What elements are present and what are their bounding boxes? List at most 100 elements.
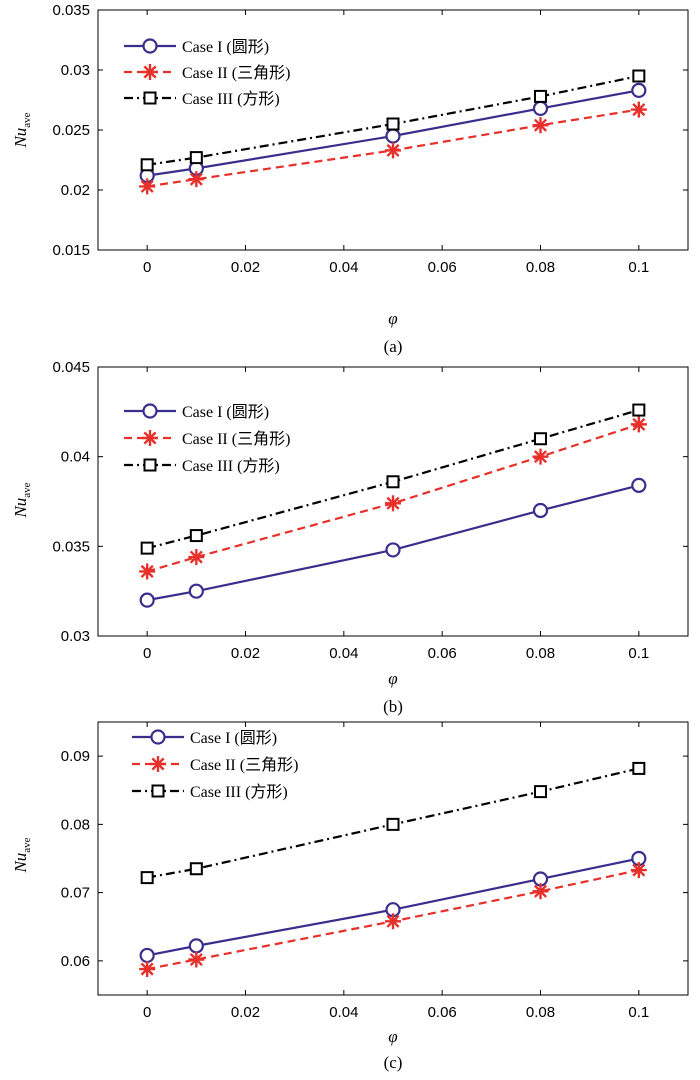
series-asterisk <box>139 862 647 978</box>
data-point <box>532 448 549 465</box>
legend-label: Case II (三角形) <box>182 430 290 448</box>
data-point <box>189 151 203 165</box>
x-axis-label: φ <box>388 1027 397 1046</box>
legend-entry: Case I (圆形) <box>124 403 269 421</box>
data-point <box>532 502 549 519</box>
data-point <box>534 785 547 799</box>
legend-entry: Case II (三角形) <box>124 64 290 82</box>
data-point <box>189 529 203 543</box>
legend-entry: Case I (圆形) <box>124 38 269 56</box>
y-axis-label-sub: ave <box>21 482 33 497</box>
legend-marker <box>143 91 157 105</box>
data-point <box>189 862 203 876</box>
y-tick-label: 0.035 <box>52 2 90 19</box>
y-axis-label-sub: ave <box>21 837 33 852</box>
panel-c: 0 0.02 0.04 0.06 0.08 0.1 0.06 0.07 0.08 0.09 φ (c)… <box>11 721 689 1072</box>
series-square <box>140 69 646 172</box>
data-point <box>632 69 646 83</box>
panel-caption: (a) <box>384 337 403 356</box>
data-point <box>630 101 647 118</box>
x-tick-label: 0.04 <box>329 259 358 276</box>
series-asterisk <box>139 416 647 580</box>
panel-b: 0 0.02 0.04 0.06 0.08 0.1 0.03 0.035 0.04 0.045 φ (… <box>11 359 689 716</box>
panel-caption: (c) <box>384 1053 403 1072</box>
legend-marker <box>142 430 158 446</box>
y-tick-label: 0.025 <box>52 122 90 139</box>
x-tick-label: 0.06 <box>428 1004 457 1021</box>
data-point <box>386 817 400 831</box>
data-point <box>139 592 155 608</box>
data-point <box>534 89 547 103</box>
data-point <box>630 416 647 433</box>
legend-marker <box>143 458 157 472</box>
legend-marker <box>150 756 166 772</box>
x-tick-label: 0.08 <box>526 645 555 662</box>
series-square <box>140 761 646 885</box>
x-tick-label: 0.06 <box>428 645 457 662</box>
data-point <box>532 117 549 134</box>
x-tick-label: 0.02 <box>231 645 260 662</box>
svg-text:Nuave: Nuave <box>11 112 33 148</box>
y-tick-label: 0.03 <box>61 62 90 79</box>
plot-frame <box>97 721 689 996</box>
x-tick-label: 0.1 <box>628 1004 649 1021</box>
series-square <box>140 403 646 555</box>
data-point <box>534 432 547 446</box>
data-point <box>532 883 549 900</box>
data-point <box>385 142 401 159</box>
legend-entry: Case III (方形) <box>124 457 280 475</box>
y-tick-label: 0.04 <box>61 449 90 466</box>
x-axis-label: φ <box>388 309 397 328</box>
data-point <box>188 583 204 599</box>
y-tick-label: 0.02 <box>61 182 90 199</box>
y-tick-label: 0.08 <box>61 816 90 833</box>
legend-entry: Case III (方形) <box>132 783 288 801</box>
x-tick-label: 0.02 <box>231 1004 260 1021</box>
data-point <box>188 938 204 954</box>
y-axis-label-main: Nu <box>11 853 30 874</box>
legend-label: Case II (三角形) <box>182 64 290 82</box>
y-tick-label: 0.035 <box>52 538 90 555</box>
svg-text:Nuave: Nuave <box>11 482 33 518</box>
x-tick-label: 0.08 <box>526 259 555 276</box>
series-asterisk <box>139 101 647 195</box>
legend-entry: Case III (方形) <box>124 90 280 108</box>
panel-caption: (b) <box>383 697 403 716</box>
legend-entry: Case II (三角形) <box>124 430 290 448</box>
data-point <box>632 403 646 417</box>
legend-label: Case III (方形) <box>182 90 280 108</box>
data-point <box>386 117 400 131</box>
y-axis-label: Nuave <box>11 837 33 873</box>
data-point <box>188 549 205 566</box>
y-axis-label-main: Nu <box>11 498 30 519</box>
x-tick-label: 0 <box>143 645 151 662</box>
x-tick-label: 0.06 <box>428 259 457 276</box>
x-tick-label: 0.02 <box>231 259 260 276</box>
legend-label: Case I (圆形) <box>182 38 269 56</box>
y-axis-label: Nuave <box>11 112 33 148</box>
panel-a: 0 0.02 0.04 0.06 0.08 0.1 0.015 0.02 0.025 0.03 0.… <box>11 2 689 356</box>
y-axis-label-sub: ave <box>21 112 33 127</box>
data-point <box>140 158 154 172</box>
y-tick-label: 0.07 <box>61 885 90 902</box>
data-point <box>385 128 401 144</box>
data-point <box>139 563 156 580</box>
legend-label: Case III (方形) <box>190 783 288 801</box>
data-point <box>631 82 647 99</box>
legend-marker <box>142 38 158 54</box>
y-tick-label: 0.015 <box>52 242 90 259</box>
data-point <box>140 871 154 885</box>
legend-marker <box>150 729 166 745</box>
series-circle <box>139 477 647 608</box>
legend-marker <box>151 784 165 798</box>
series-line <box>146 423 640 573</box>
x-axis-label: φ <box>388 669 397 688</box>
data-point <box>385 913 401 930</box>
x-tick-label: 0 <box>143 1004 151 1021</box>
x-tick-label: 0.08 <box>526 1004 555 1021</box>
data-point <box>139 947 155 964</box>
y-tick-label: 0.03 <box>61 628 90 645</box>
x-tick-label: 0.1 <box>628 645 649 662</box>
y-tick-label: 0.09 <box>61 748 90 765</box>
